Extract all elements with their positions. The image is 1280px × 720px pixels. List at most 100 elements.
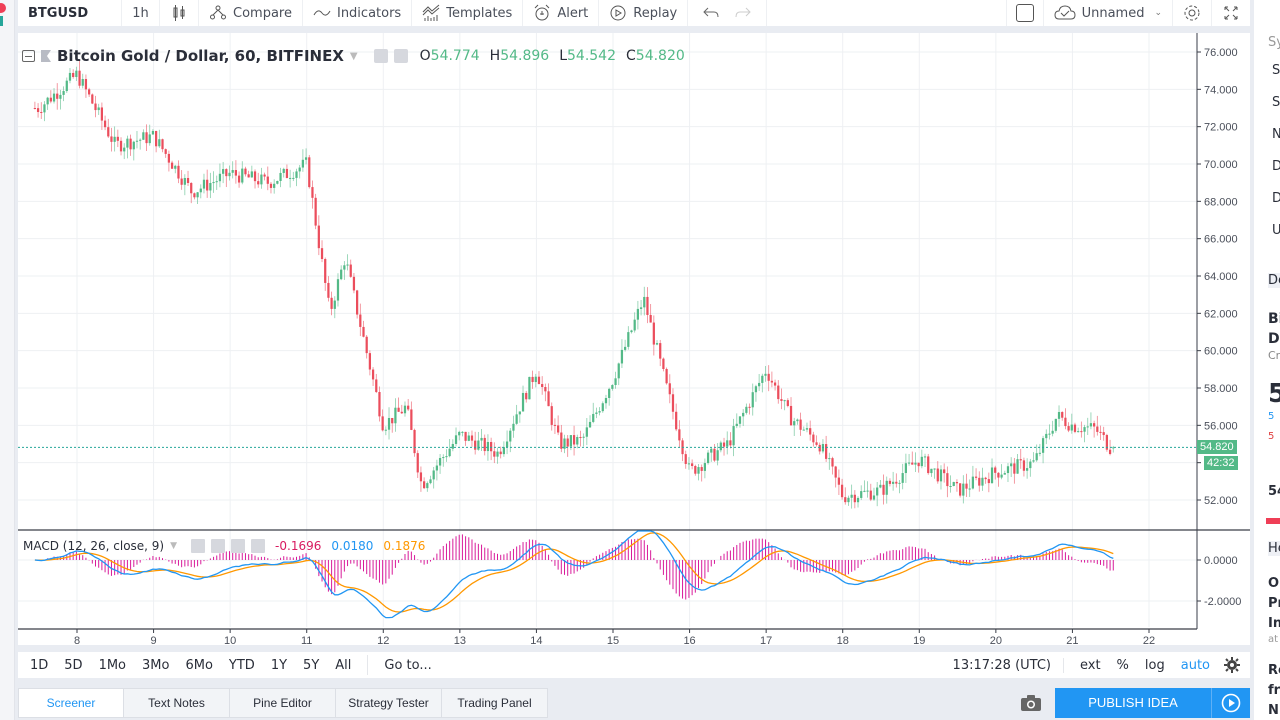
layout-save-button[interactable]: Unnamed ⌄ bbox=[1044, 0, 1173, 26]
right-panel-row[interactable]: Bi bbox=[1268, 311, 1280, 327]
tab-strategy-tester[interactable]: Strategy Tester bbox=[336, 688, 442, 718]
indicators-button[interactable]: Indicators bbox=[303, 0, 413, 26]
fullscreen-button[interactable] bbox=[1212, 0, 1250, 26]
right-panel-row[interactable]: 54 bbox=[1268, 484, 1280, 499]
flag-icon[interactable] bbox=[41, 50, 51, 62]
range-button-ytd[interactable]: YTD bbox=[228, 657, 255, 673]
collapse-legend-icon[interactable] bbox=[22, 50, 35, 62]
series-menu-caret-icon[interactable]: ▼ bbox=[349, 50, 358, 62]
right-panel-row[interactable]: at bbox=[1268, 634, 1279, 645]
cloud-check-icon bbox=[1054, 5, 1076, 20]
right-panel-row[interactable]: N bbox=[1272, 127, 1280, 142]
interval-button[interactable]: 1h bbox=[122, 0, 160, 26]
macd-settings-icon[interactable] bbox=[211, 539, 226, 553]
compare-label: Compare bbox=[233, 5, 292, 21]
tab-screener[interactable]: Screener bbox=[18, 688, 124, 718]
camera-snapshot-icon[interactable] bbox=[1020, 694, 1042, 712]
right-panel-row[interactable]: Sy bbox=[1268, 35, 1280, 50]
chart-style-button[interactable] bbox=[160, 0, 199, 26]
svg-text:11: 11 bbox=[301, 635, 312, 645]
right-panel-row[interactable]: Do bbox=[1268, 331, 1280, 347]
notification-dot[interactable] bbox=[0, 3, 6, 13]
right-panel-row[interactable]: fr bbox=[1268, 683, 1280, 698]
range-buttons: 1D 5D 1Mo 3Mo 6Mo YTD 1Y 5Y All bbox=[18, 658, 359, 673]
alert-button[interactable]: Alert bbox=[523, 0, 600, 26]
utc-clock[interactable]: 13:17:28 (UTC) bbox=[941, 657, 1064, 673]
range-button-1d[interactable]: 1D bbox=[30, 657, 49, 673]
svg-text:13: 13 bbox=[454, 635, 466, 645]
right-panel-row[interactable]: De bbox=[1268, 273, 1280, 288]
percent-scale-toggle[interactable]: % bbox=[1116, 657, 1129, 673]
svg-text:-2.0000: -2.0000 bbox=[1204, 596, 1241, 608]
range-button-1y[interactable]: 1Y bbox=[270, 657, 288, 673]
right-panel-row[interactable]: D bbox=[1272, 191, 1280, 206]
tab-trading-panel[interactable]: Trading Panel bbox=[442, 688, 548, 718]
macd-close-icon[interactable] bbox=[251, 539, 266, 553]
time-axis[interactable]: 8 9 10 11 12 13 14 15 16 17 18 19 20 21 22 bbox=[74, 629, 1155, 645]
candlestick-series bbox=[33, 60, 1115, 509]
range-button-1mo[interactable]: 1Mo bbox=[98, 657, 127, 673]
play-circle-icon[interactable] bbox=[1212, 693, 1250, 713]
templates-button[interactable]: Templates bbox=[412, 0, 524, 26]
toolbar-spacer bbox=[767, 0, 1007, 26]
right-panel-row[interactable]: 5 bbox=[1268, 379, 1280, 409]
goto-date-button[interactable]: Go to... bbox=[384, 657, 432, 673]
symbol-search-button[interactable]: BTGUSD bbox=[18, 0, 122, 26]
right-panel-row[interactable]: 5 bbox=[1268, 411, 1275, 422]
macd-add-icon[interactable] bbox=[231, 539, 246, 553]
settings-button[interactable] bbox=[1173, 0, 1212, 26]
undo-icon[interactable] bbox=[702, 4, 720, 22]
chart-settings-gear-icon[interactable] bbox=[1224, 657, 1240, 673]
right-panel-row[interactable]: Cr bbox=[1268, 349, 1280, 362]
auto-scale-toggle[interactable]: auto bbox=[1180, 657, 1210, 673]
compare-button[interactable]: Compare bbox=[199, 0, 303, 26]
right-panel-row[interactable]: N bbox=[1268, 703, 1279, 718]
alarm-clock-icon bbox=[534, 4, 550, 21]
svg-text:10: 10 bbox=[224, 635, 236, 645]
range-button-3mo[interactable]: 3Mo bbox=[142, 657, 170, 673]
right-panel-row[interactable]: O bbox=[1268, 576, 1280, 591]
right-panel-row[interactable]: Re bbox=[1268, 663, 1280, 678]
visibility-eye-icon[interactable] bbox=[373, 49, 388, 63]
right-panel-row[interactable]: S bbox=[1272, 63, 1280, 78]
macd-menu-caret-icon[interactable]: ▼ bbox=[170, 541, 178, 551]
top-toolbar: BTGUSD 1h Compare Indicators Templates A… bbox=[18, 0, 1250, 26]
range-button-6mo[interactable]: 6Mo bbox=[185, 657, 213, 673]
svg-text:15: 15 bbox=[607, 635, 619, 645]
bottom-panel-bar: Screener Text Notes Pine Editor Strategy Te… bbox=[18, 686, 1250, 720]
range-button-all[interactable]: All bbox=[335, 657, 352, 673]
svg-text:52.000: 52.000 bbox=[1204, 495, 1238, 507]
log-scale-toggle[interactable]: log bbox=[1144, 657, 1165, 673]
right-panel-row[interactable]: 5 bbox=[1268, 431, 1275, 442]
macd-visibility-eye-icon[interactable] bbox=[191, 539, 206, 553]
right-panel-row[interactable]: S bbox=[1272, 95, 1280, 110]
svg-text:56.000: 56.000 bbox=[1204, 420, 1238, 432]
macd-title: MACD (12, 26, close, 9) bbox=[23, 539, 165, 553]
right-panel-row[interactable]: U bbox=[1272, 223, 1280, 238]
right-panel-row[interactable]: In bbox=[1268, 616, 1280, 631]
tab-text-notes[interactable]: Text Notes bbox=[124, 688, 230, 718]
svg-text:62.000: 62.000 bbox=[1204, 308, 1238, 320]
right-panel-row[interactable]: He bbox=[1268, 541, 1280, 556]
series-settings-icon[interactable] bbox=[393, 49, 408, 63]
price-axis[interactable]: 52.00054.00056.00058.00060.00062.00064.0… bbox=[1197, 47, 1241, 608]
compare-icon bbox=[210, 5, 226, 20]
chart-pane[interactable]: 52.00054.00056.00058.00060.00062.00064.0… bbox=[18, 33, 1250, 645]
price-chart-canvas[interactable]: 52.00054.00056.00058.00060.00062.00064.0… bbox=[18, 33, 1250, 645]
right-panel-row[interactable]: Pr bbox=[1268, 596, 1280, 611]
ext-hours-toggle[interactable]: ext bbox=[1079, 657, 1101, 673]
bar-countdown-tag: 42:32 bbox=[1204, 456, 1238, 470]
alert-label: Alert bbox=[557, 5, 589, 21]
redo-icon[interactable] bbox=[734, 4, 752, 22]
range-button-5y[interactable]: 5Y bbox=[303, 657, 320, 673]
select-all-button[interactable] bbox=[1007, 0, 1044, 26]
templates-label: Templates bbox=[446, 5, 513, 21]
tab-pine-editor[interactable]: Pine Editor bbox=[230, 688, 336, 718]
replay-button[interactable]: Replay bbox=[599, 0, 689, 26]
high-value: 54.896 bbox=[500, 48, 550, 64]
chevron-down-icon: ⌄ bbox=[1154, 8, 1162, 18]
publish-idea-button[interactable]: PUBLISH IDEA bbox=[1055, 688, 1250, 718]
right-panel-row[interactable]: D bbox=[1272, 159, 1280, 174]
range-button-5d[interactable]: 5D bbox=[64, 657, 83, 673]
